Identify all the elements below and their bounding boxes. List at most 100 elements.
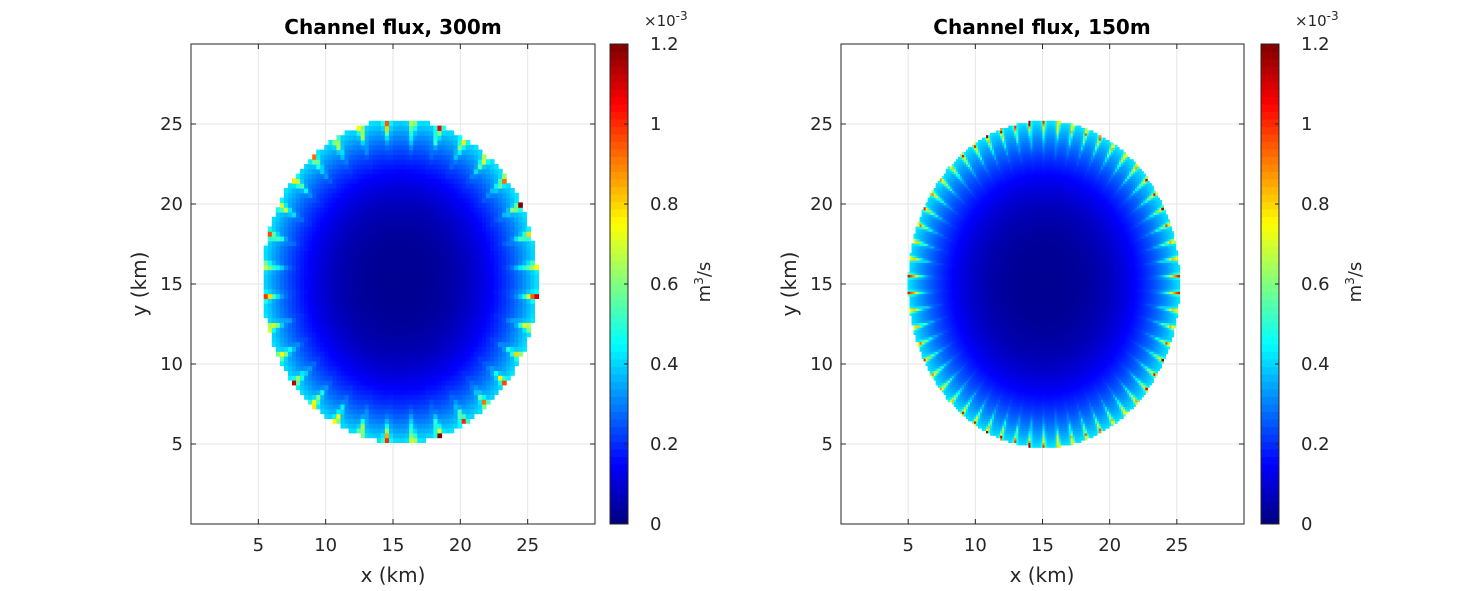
heatmap-cell [474, 351, 479, 356]
heatmap-cell [308, 289, 313, 294]
heatmap-cell [409, 298, 414, 303]
heatmap-cell [486, 298, 491, 303]
heatmap-cell [381, 289, 386, 294]
heatmap-cell [510, 356, 515, 361]
heatmap-cell [490, 289, 495, 294]
panel-150m: Channel flux, 150m 5 10 15 20 25510152025 x … [777, 9, 1366, 587]
heatmap-cell [437, 337, 442, 342]
heatmap-cell [389, 390, 394, 395]
heatmap-cell [458, 140, 463, 145]
heatmap-cell [530, 274, 535, 279]
heatmap-cell [365, 274, 370, 279]
heatmap-cell [373, 169, 378, 174]
heatmap-cell [437, 255, 442, 260]
heatmap-cell [494, 250, 499, 255]
heatmap-cell [353, 159, 358, 164]
heatmap-cell [417, 265, 422, 270]
panel-title: Channel flux, 300m [284, 15, 501, 39]
heatmap-cell [280, 289, 285, 294]
heatmap-cell [433, 193, 438, 198]
heatmap-cell [522, 298, 527, 303]
heatmap-cell [389, 318, 394, 323]
heatmap-cell [494, 274, 499, 279]
heatmap-cell [498, 260, 503, 265]
heatmap-cell [345, 318, 350, 323]
heatmap-cell [320, 404, 325, 409]
heatmap-cell [458, 414, 463, 419]
heatmap-cell [353, 169, 358, 174]
heatmap-cell [369, 246, 374, 251]
heatmap-cell [385, 159, 390, 164]
heatmap-cell [393, 135, 398, 140]
heatmap-cell [316, 241, 321, 246]
heatmap-cell [421, 279, 426, 284]
heatmap-cell [478, 313, 483, 318]
heatmap-cell [441, 394, 446, 399]
heatmap-cell [324, 289, 329, 294]
heatmap-cell [441, 294, 446, 299]
heatmap-cell [458, 198, 463, 203]
heatmap-cell [288, 202, 293, 207]
heatmap-cell [357, 183, 362, 188]
heatmap-cell [433, 375, 438, 380]
heatmap-cell [450, 154, 455, 159]
heatmap-cell [409, 236, 414, 241]
heatmap-cell [401, 130, 406, 135]
heatmap-cell [320, 236, 325, 241]
heatmap-cell [486, 159, 491, 164]
heatmap-cell [389, 308, 394, 313]
heatmap-cell [510, 212, 515, 217]
heatmap-cell [373, 370, 378, 375]
heatmap-cell [345, 255, 350, 260]
heatmap-cell [470, 217, 475, 222]
heatmap-cell [421, 202, 426, 207]
heatmap-cell [425, 217, 430, 222]
heatmap-cell [316, 337, 321, 342]
heatmap-cell [458, 159, 463, 164]
heatmap-cell [377, 130, 382, 135]
heatmap-cell [429, 246, 434, 251]
heatmap-cell [429, 279, 434, 284]
heatmap-cell [490, 183, 495, 188]
heatmap-cell [361, 433, 366, 438]
heatmap-cell [272, 332, 277, 337]
heatmap-cell [425, 313, 430, 318]
heatmap-cell [389, 370, 394, 375]
heatmap-cell [369, 361, 374, 366]
heatmap-cell [316, 361, 321, 366]
heatmap-cell [397, 318, 402, 323]
heatmap-cell [324, 250, 329, 255]
heatmap-cell [470, 366, 475, 371]
heatmap-cell [304, 332, 309, 337]
heatmap-cell [308, 351, 313, 356]
heatmap-cell [454, 399, 459, 404]
heatmap-cell [369, 342, 374, 347]
heatmap-cell [433, 394, 438, 399]
heatmap-cell [458, 202, 463, 207]
heatmap-cell [373, 250, 378, 255]
heatmap-cell [357, 126, 362, 131]
heatmap-cell [530, 318, 535, 323]
heatmap-cell [474, 150, 479, 155]
heatmap-cell [336, 284, 341, 289]
heatmap-cell [409, 414, 414, 419]
heatmap-cell [365, 308, 370, 313]
heatmap-cell [320, 246, 325, 251]
heatmap-cell [494, 270, 499, 275]
heatmap-cell [345, 217, 350, 222]
heatmap-cell [353, 279, 358, 284]
heatmap-cell [482, 404, 487, 409]
heatmap-cell [288, 303, 293, 308]
heatmap-cell [413, 140, 418, 145]
heatmap-cell [502, 318, 507, 323]
heatmap-cell [365, 346, 370, 351]
heatmap-cell [377, 246, 382, 251]
heatmap-cell [498, 178, 503, 183]
heatmap-cell [373, 375, 378, 380]
heatmap-cell [381, 145, 386, 150]
heatmap-cell [308, 337, 313, 342]
heatmap-cell [373, 126, 378, 131]
heatmap-cell [280, 284, 285, 289]
heatmap-cell [470, 154, 475, 159]
heatmap-cell [381, 394, 386, 399]
